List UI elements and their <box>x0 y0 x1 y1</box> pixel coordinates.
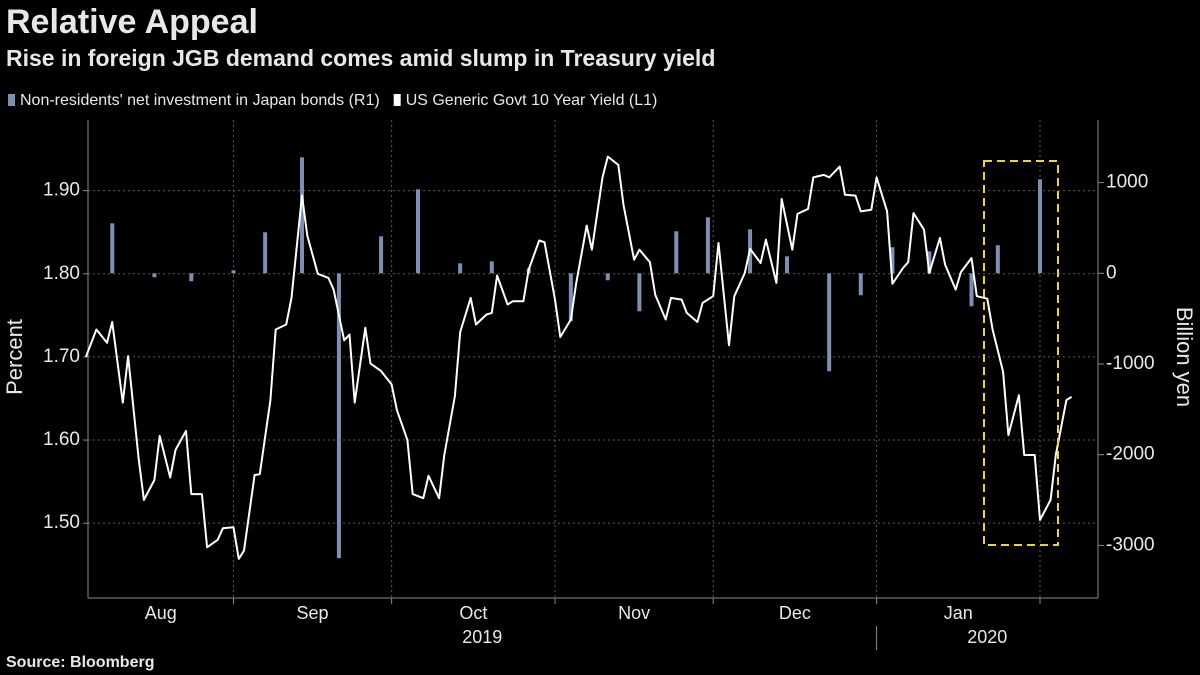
y2-tick-label: -3000 <box>1106 534 1155 555</box>
x-tick-label: Nov <box>618 603 650 623</box>
bar <box>927 251 932 274</box>
chart-title: Relative Appeal <box>6 3 258 41</box>
bar <box>890 247 895 274</box>
x-tick-label: Sep <box>297 603 329 623</box>
bar <box>827 273 832 372</box>
highlight-box <box>983 160 1059 546</box>
bar <box>858 273 863 296</box>
y2-tick-label: -1000 <box>1106 353 1155 374</box>
year-label: 2020 <box>967 627 1007 647</box>
line <box>84 155 1073 560</box>
bar <box>637 273 642 312</box>
bar <box>231 270 236 274</box>
y-tick-label: 1.80 <box>43 263 80 284</box>
y-tick-label: 1.60 <box>43 429 80 450</box>
legend-swatch <box>8 94 15 106</box>
bar <box>705 217 710 274</box>
source: Source: Bloomberg <box>6 654 154 671</box>
x-tick-label: Dec <box>779 603 811 623</box>
y-tick-label: 1.50 <box>43 512 80 533</box>
bar <box>568 273 573 322</box>
bar <box>489 261 494 274</box>
bar <box>605 273 610 281</box>
y2-tick-label: 0 <box>1106 262 1117 283</box>
bar <box>969 273 974 307</box>
y-tick-label: 1.90 <box>43 180 80 201</box>
bar <box>458 263 463 274</box>
y-axis-label: Percent <box>2 319 27 395</box>
bar <box>110 223 115 274</box>
year-label: 2019 <box>462 627 502 647</box>
y2-tick-label: 1000 <box>1106 172 1148 193</box>
bar <box>784 256 789 274</box>
legend-label: Non-residents' net investment in Japan b… <box>20 92 380 109</box>
y2-tick-label: -2000 <box>1106 444 1155 465</box>
chart-subtitle: Rise in foreign JGB demand comes amid sl… <box>6 45 715 71</box>
x-tick-label: Aug <box>145 603 177 623</box>
bar <box>336 273 341 559</box>
y2-axis-label: Billion yen <box>1172 307 1197 407</box>
bar <box>1038 179 1043 274</box>
bar <box>152 273 157 278</box>
bar <box>995 245 1000 274</box>
y-tick-label: 1.70 <box>43 346 80 367</box>
plot-area: 1.50 1.60 1.70 1.80 1.90 -3000 -2000 -1000 0 1000… <box>43 120 1155 650</box>
legend-swatch <box>393 94 401 106</box>
bar <box>674 231 679 274</box>
bar <box>415 189 420 274</box>
bar <box>379 236 384 274</box>
bar <box>263 232 268 274</box>
bar <box>189 273 194 282</box>
x-tick-label: Jan <box>944 603 973 623</box>
bar <box>300 157 305 274</box>
x-tick-label: Oct <box>459 603 487 623</box>
legend-label: US Generic Govt 10 Year Yield (L1) <box>406 92 658 109</box>
